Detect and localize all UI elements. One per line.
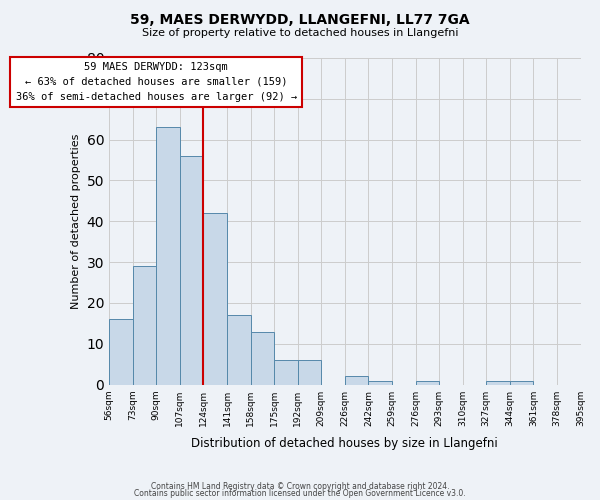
Bar — [251, 332, 274, 384]
Bar — [156, 128, 180, 384]
Bar — [486, 380, 510, 384]
Bar — [180, 156, 203, 384]
Bar — [510, 380, 533, 384]
Text: Contains HM Land Registry data © Crown copyright and database right 2024.: Contains HM Land Registry data © Crown c… — [151, 482, 449, 491]
X-axis label: Distribution of detached houses by size in Llangefni: Distribution of detached houses by size … — [191, 437, 498, 450]
Text: Contains public sector information licensed under the Open Government Licence v3: Contains public sector information licen… — [134, 489, 466, 498]
Text: Size of property relative to detached houses in Llangefni: Size of property relative to detached ho… — [142, 28, 458, 38]
Bar — [133, 266, 156, 384]
Bar — [274, 360, 298, 384]
Bar — [416, 380, 439, 384]
Bar — [368, 380, 392, 384]
Bar — [345, 376, 368, 384]
Text: 59, MAES DERWYDD, LLANGEFNI, LL77 7GA: 59, MAES DERWYDD, LLANGEFNI, LL77 7GA — [130, 12, 470, 26]
Y-axis label: Number of detached properties: Number of detached properties — [71, 134, 81, 309]
Bar — [227, 315, 251, 384]
Text: 59 MAES DERWYDD: 123sqm
← 63% of detached houses are smaller (159)
36% of semi-d: 59 MAES DERWYDD: 123sqm ← 63% of detache… — [16, 62, 297, 102]
Bar — [298, 360, 321, 384]
Bar — [109, 320, 133, 384]
Bar — [203, 213, 227, 384]
